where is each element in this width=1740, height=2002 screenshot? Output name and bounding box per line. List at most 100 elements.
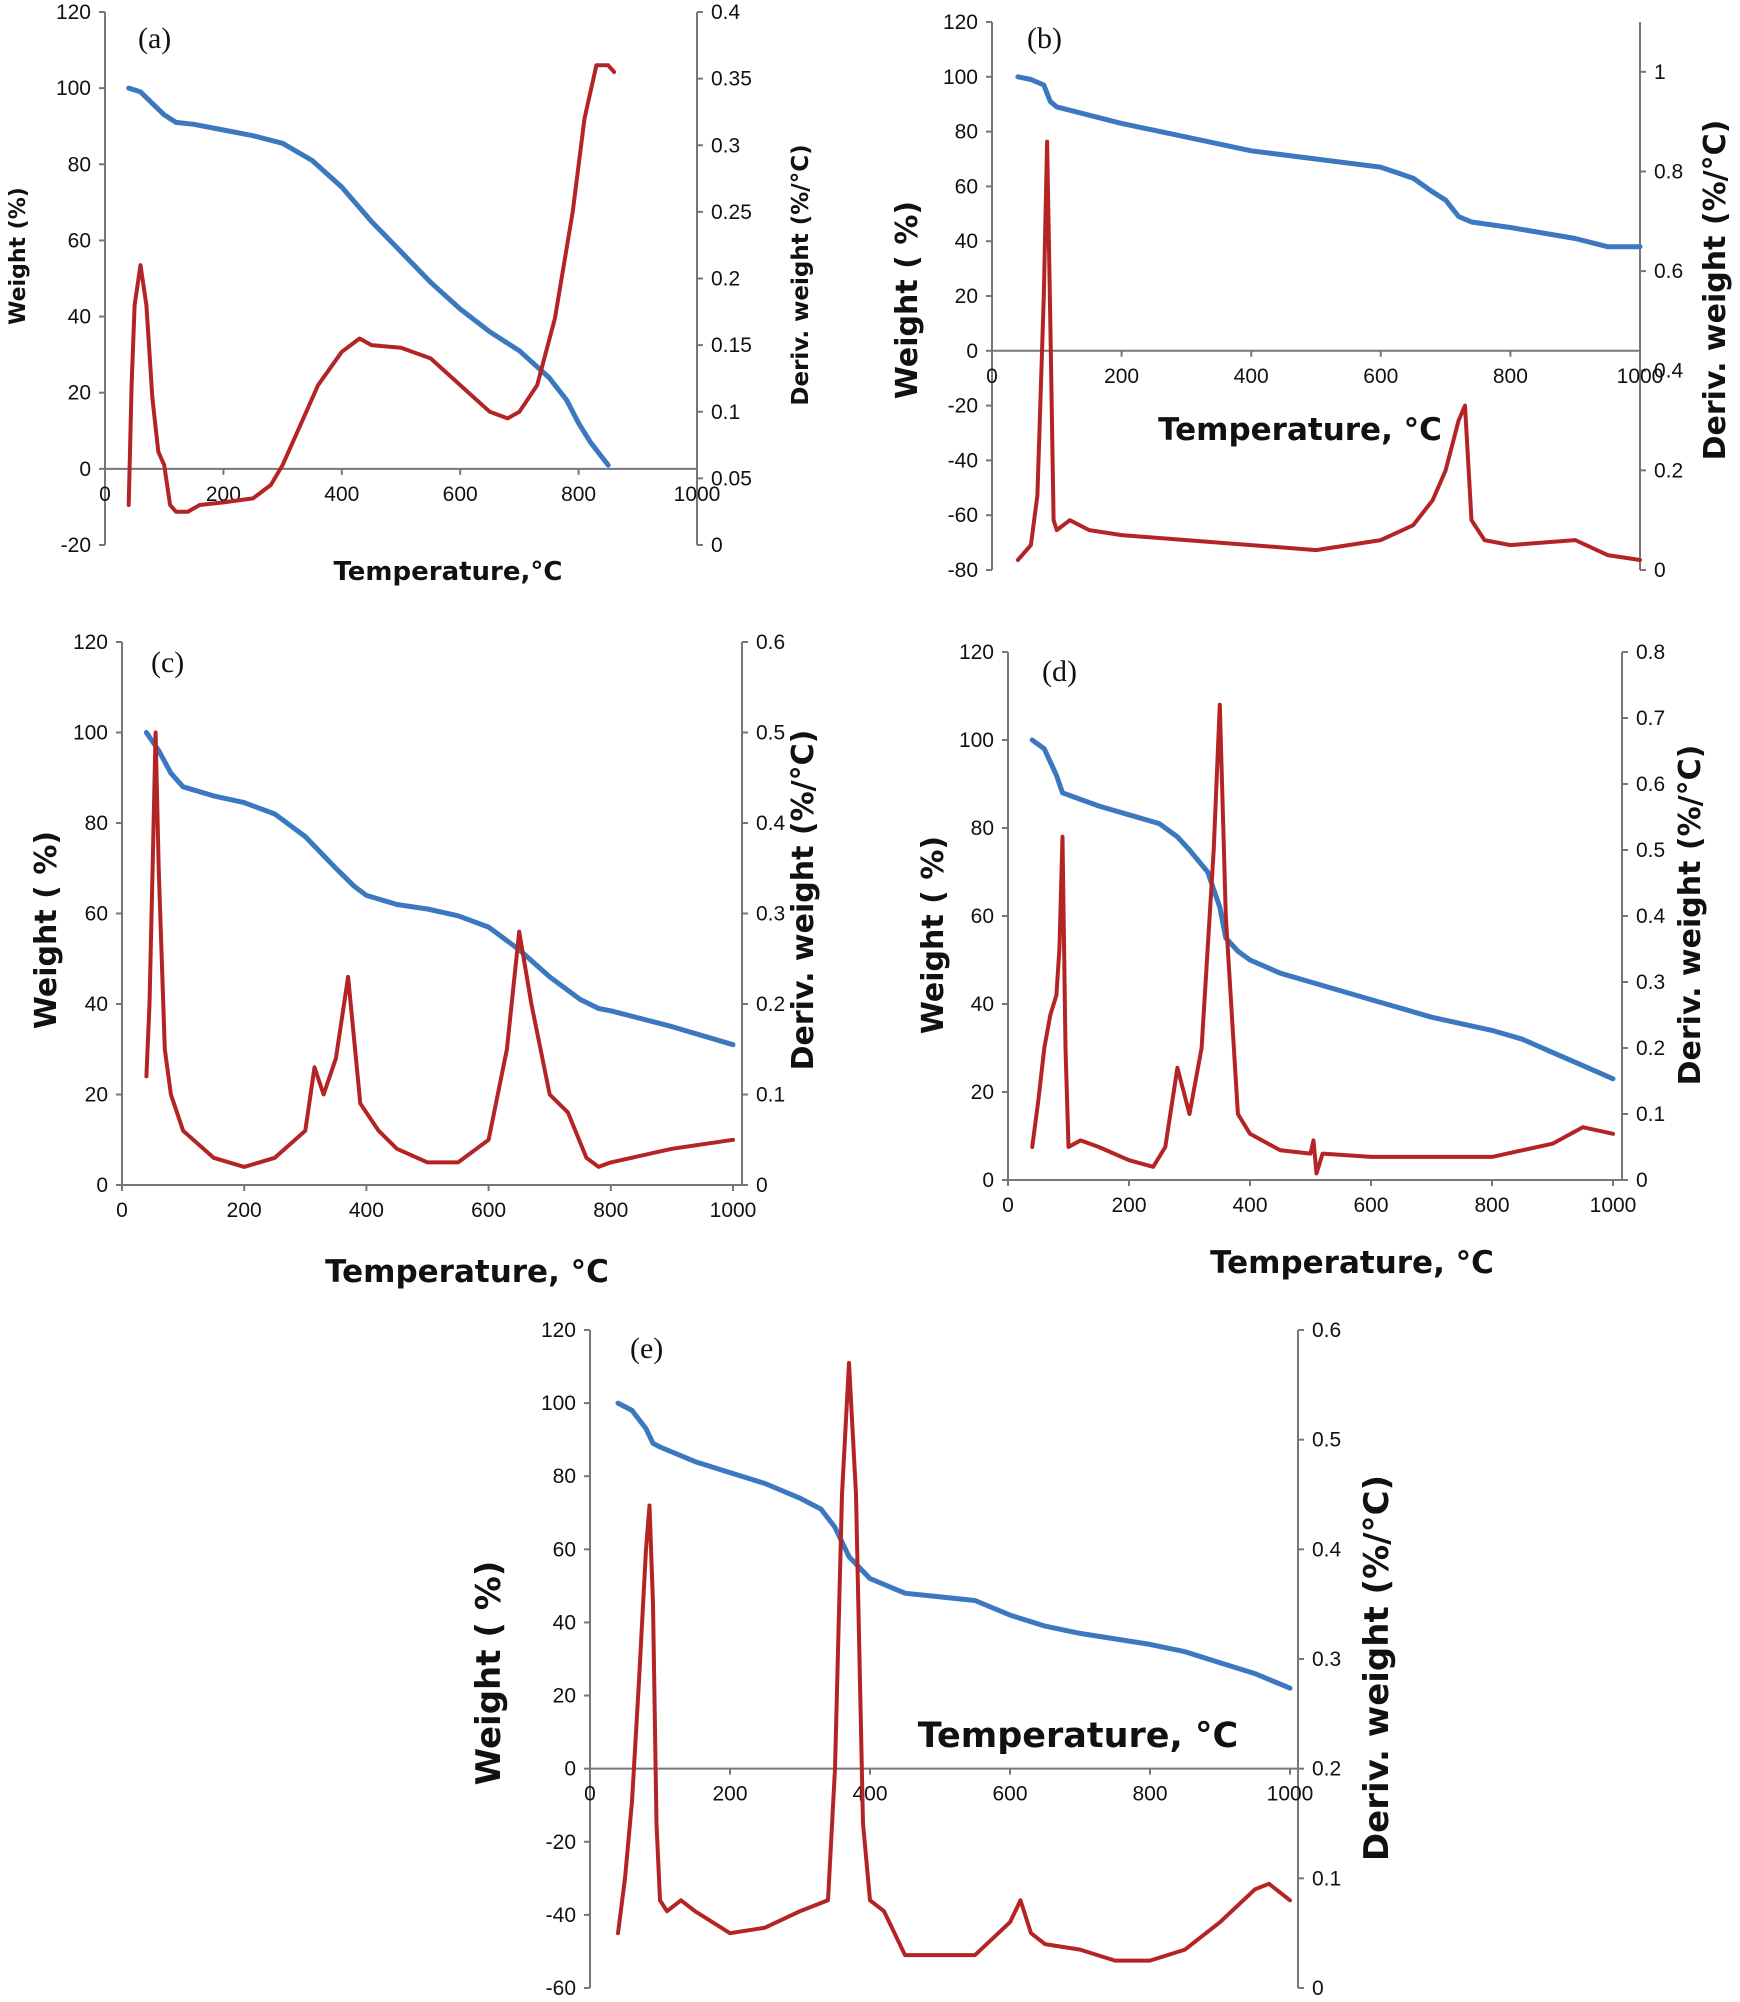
y-tick-label: -60 xyxy=(948,504,978,527)
y2-tick-label: 0.3 xyxy=(756,903,785,926)
y-tick-label: -20 xyxy=(546,1831,576,1854)
y2-tick-label: 0.1 xyxy=(1312,1867,1341,1890)
weight-series-line xyxy=(1029,737,1616,1082)
weight-series-line xyxy=(615,1400,1293,1691)
y-tick-label: 120 xyxy=(56,1,91,24)
y2-tick-label: 0.2 xyxy=(711,268,740,291)
y-tick-label: 100 xyxy=(943,66,978,89)
y-tick-label: 0 xyxy=(79,458,91,481)
x-tick-label: 200 xyxy=(227,1199,262,1222)
y-tick-label: 100 xyxy=(959,729,994,752)
y-tick-label: 0 xyxy=(96,1174,108,1197)
y2-tick-label: 0.1 xyxy=(1636,1103,1665,1126)
weight-series-line xyxy=(1015,74,1643,250)
y2-axis-label: Deriv. weight (%/°C) xyxy=(1698,120,1733,461)
x-tick-label: 600 xyxy=(471,1199,506,1222)
panel-label: (e) xyxy=(630,1332,663,1365)
y2-tick-label: 1 xyxy=(1654,61,1666,84)
y-tick-label: 60 xyxy=(68,229,91,252)
x-tick-label: 400 xyxy=(349,1199,384,1222)
x-tick-label: 800 xyxy=(1493,365,1528,388)
x-tick-label: 600 xyxy=(1363,365,1398,388)
deriv-weight-series-line xyxy=(144,730,735,1169)
panel-c-plot: 0 20 40 60 80 100 120 0 0.1 0.2 0.3 0.4 0.5 0.6 0 200 40… xyxy=(73,631,786,1222)
weight-series-line xyxy=(143,730,736,1048)
x-tick-label: 200 xyxy=(712,1783,747,1806)
x-axis-label: Temperature, °C xyxy=(1158,412,1442,448)
y2-tick-label: 0 xyxy=(1636,1169,1648,1192)
y-tick-label: 80 xyxy=(85,812,108,835)
y-tick-label: 80 xyxy=(68,153,91,176)
x-tick-label: 600 xyxy=(992,1783,1027,1806)
panel-a: (a) Weight (%) Deriv. weight (%/°C) Temp… xyxy=(6,22,814,587)
x-tick-label: 0 xyxy=(986,365,998,388)
y2-tick-label: 0.35 xyxy=(711,68,752,91)
x-tick-label: 1000 xyxy=(1267,1783,1314,1806)
panel-label: (b) xyxy=(1027,22,1062,55)
y2-tick-label: 0 xyxy=(1654,559,1666,582)
y-tick-label: 100 xyxy=(73,722,108,745)
x-tick-label: 800 xyxy=(593,1199,628,1222)
x-tick-label: 600 xyxy=(1353,1194,1388,1217)
y2-tick-label: 0.8 xyxy=(1654,160,1683,183)
y2-tick-label: 0.4 xyxy=(711,1,741,24)
x-tick-label: 0 xyxy=(116,1199,128,1222)
y-tick-label: 40 xyxy=(971,993,994,1016)
y-tick-label: 20 xyxy=(553,1685,576,1708)
x-tick-label: 400 xyxy=(324,483,359,506)
y-tick-label: 80 xyxy=(955,121,978,144)
y-tick-label: 60 xyxy=(971,905,994,928)
deriv-weight-series-line xyxy=(1030,702,1615,1176)
y2-tick-label: 0.7 xyxy=(1636,707,1665,730)
y2-tick-label: 0.2 xyxy=(1312,1758,1341,1781)
y2-axis-label: Deriv. weight (%/°C) xyxy=(1357,1475,1397,1861)
y2-tick-label: 0.8 xyxy=(1636,641,1665,664)
panel-d: (d) Weight ( %) Deriv. weight (%/°C) Tem… xyxy=(916,655,1708,1281)
y-axis-label: Weight (%) xyxy=(6,187,31,325)
x-tick-label: 1000 xyxy=(674,483,721,506)
y2-axis-label: Deriv. weight (%/°C) xyxy=(788,144,814,405)
y-tick-label: -60 xyxy=(546,1977,576,2000)
x-axis-label: Temperature, °C xyxy=(918,1716,1238,1756)
y2-tick-label: 0.15 xyxy=(711,334,752,357)
y2-tick-label: 0 xyxy=(711,534,723,557)
y2-tick-label: 0.4 xyxy=(1636,905,1666,928)
panel-c: (c) Weight ( %) Deriv. weight (%/°C) Tem… xyxy=(29,646,821,1290)
y-tick-label: 0 xyxy=(982,1169,994,1192)
deriv-weight-series-line xyxy=(126,63,617,514)
y2-tick-label: 0.6 xyxy=(1636,773,1665,796)
y-tick-label: 80 xyxy=(971,817,994,840)
y-tick-label: 120 xyxy=(959,641,994,664)
x-axis-label: Temperature,°C xyxy=(334,557,563,587)
deriv-weight-series-line xyxy=(1015,139,1642,562)
panel-b-plot: -80-60-40-2002040608010012000.20.40.60.8… xyxy=(943,11,1684,582)
y-tick-label: 20 xyxy=(955,285,978,308)
y-tick-label: -80 xyxy=(948,559,978,582)
x-axis-label: Temperature, °C xyxy=(1210,1245,1494,1281)
y2-tick-label: 0.2 xyxy=(1636,1037,1665,1060)
y2-tick-label: 0.5 xyxy=(1312,1429,1341,1452)
x-tick-label: 0 xyxy=(99,483,111,506)
x-tick-label: 800 xyxy=(561,483,596,506)
y-tick-label: 0 xyxy=(564,1758,576,1781)
y-tick-label: 120 xyxy=(541,1319,576,1342)
y-tick-label: -40 xyxy=(948,449,978,472)
y2-tick-label: 0 xyxy=(1312,1977,1324,2000)
x-tick-label: 200 xyxy=(1104,365,1139,388)
x-tick-label: 1000 xyxy=(1590,1194,1637,1217)
y-tick-label: 80 xyxy=(553,1465,576,1488)
x-tick-label: 0 xyxy=(584,1783,596,1806)
y-tick-label: 60 xyxy=(955,175,978,198)
y2-tick-label: 0.1 xyxy=(756,1084,785,1107)
y-tick-label: -40 xyxy=(546,1904,576,1927)
y-tick-label: 60 xyxy=(553,1538,576,1561)
x-tick-label: 400 xyxy=(852,1783,887,1806)
y-axis-label: Weight ( %) xyxy=(469,1561,509,1786)
x-tick-label: 400 xyxy=(1234,365,1269,388)
x-tick-label: 1000 xyxy=(710,1199,757,1222)
y2-tick-label: 0.3 xyxy=(1312,1648,1341,1671)
y2-tick-label: 0.4 xyxy=(1312,1538,1342,1561)
x-tick-label: 400 xyxy=(1232,1194,1267,1217)
y2-tick-label: 0.5 xyxy=(756,722,785,745)
y2-tick-label: 0.3 xyxy=(1636,971,1665,994)
